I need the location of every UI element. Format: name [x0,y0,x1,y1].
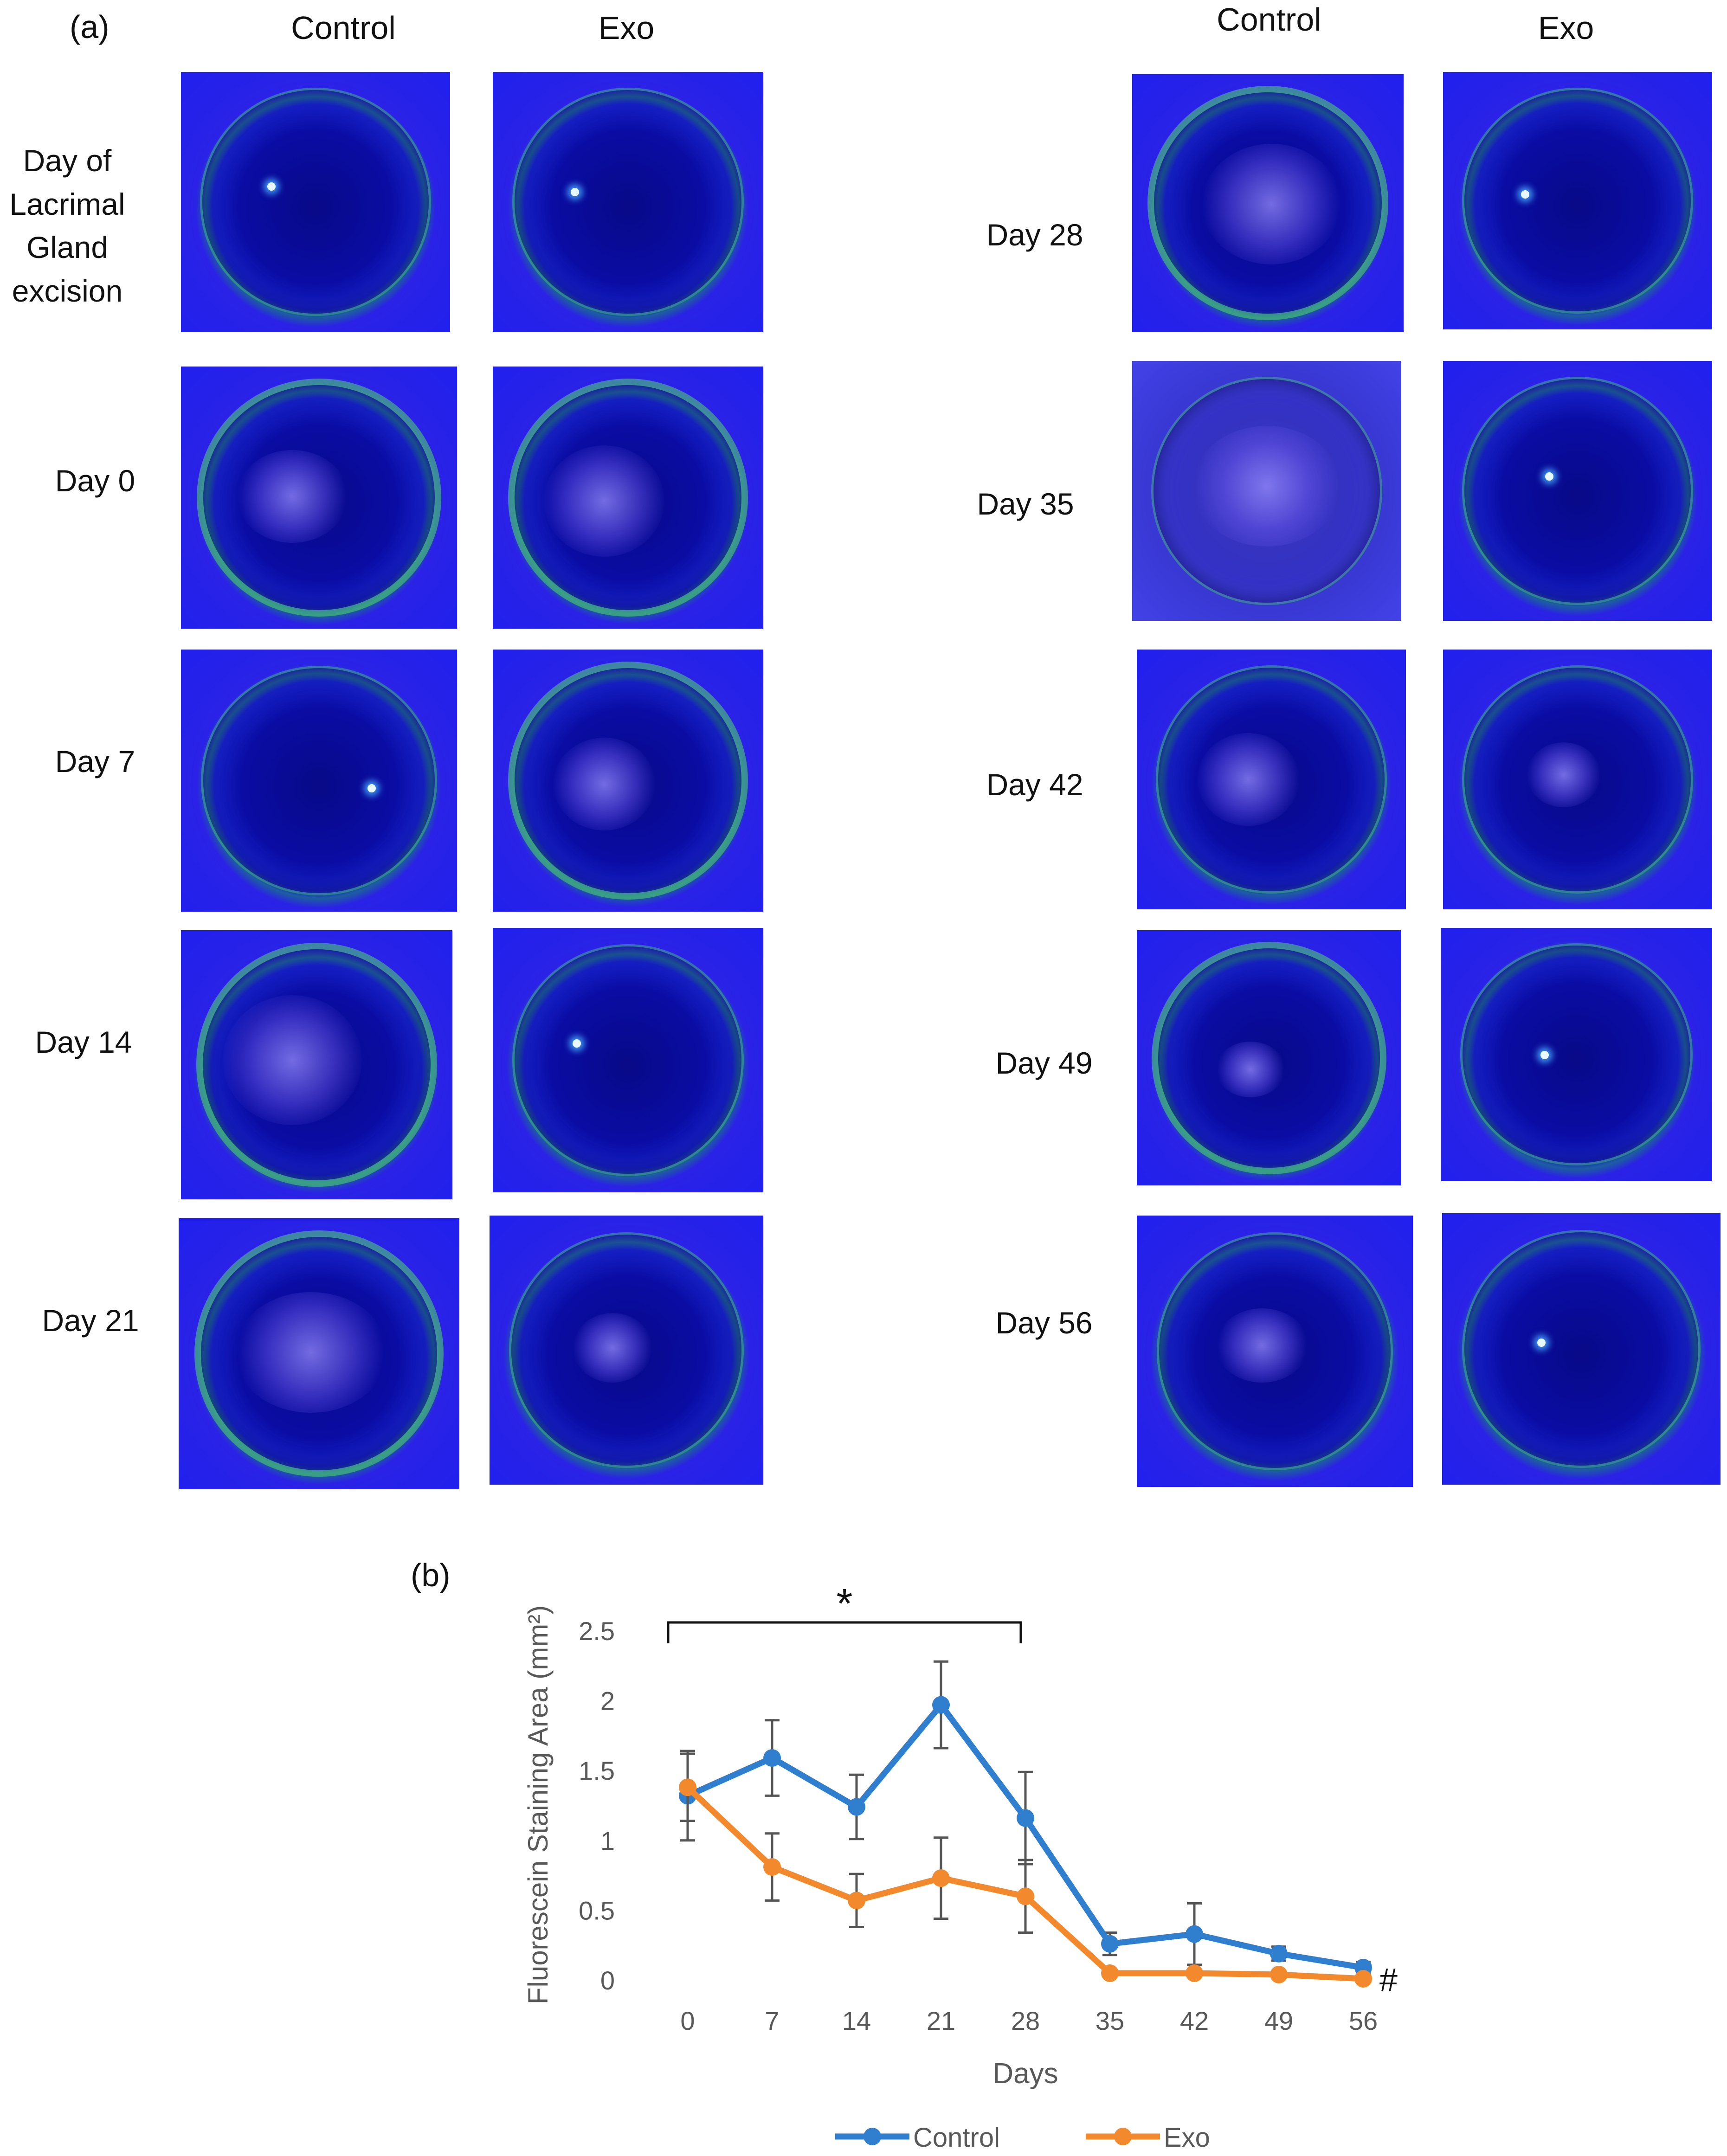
y-tick-label: 0 [600,1966,615,1995]
y-axis-title: Fluorescein Staining Area (mm²) [522,1605,554,2004]
row-label-day-7: Day 7 [55,744,135,779]
panel-a-label: (a) [70,9,110,45]
eye-image-control-day-49 [1137,930,1401,1185]
x-tick-label: 28 [1011,2006,1040,2035]
eye-image-exo-day-0 [493,367,763,629]
data-point-exo [1186,1964,1203,1982]
eye-image-control-day-21 [179,1218,459,1489]
row-label-day-56: Day 56 [995,1306,1093,1340]
column-header-control-right: Control [1217,1,1321,38]
data-point-exo [932,1869,950,1887]
x-tick-label: 21 [927,2006,955,2035]
data-point-control [932,1696,950,1714]
row-label-day-42: Day 42 [986,767,1083,802]
x-tick-label: 35 [1095,2006,1124,2035]
data-point-exo [1354,1969,1372,1988]
legend-marker [864,2128,881,2145]
y-tick-label: 0.5 [579,1896,615,1925]
eye-image-control-day-14 [181,930,452,1199]
row-label-day-0: Day 0 [55,463,135,498]
data-point-exo [679,1778,696,1796]
row-label-day-28: Day 28 [986,218,1083,252]
row-label-day-21: Day 21 [42,1303,139,1338]
column-header-control-left: Control [291,10,396,46]
significance-bracket [667,1621,1022,1643]
eye-image-exo-day-42 [1443,650,1712,909]
data-point-control [848,1798,865,1816]
y-tick-label: 2 [600,1686,615,1716]
data-point-exo [848,1892,865,1910]
data-point-control [763,1749,781,1767]
data-point-control [1186,1925,1203,1943]
eye-image-control-day-35 [1132,361,1401,621]
eye-image-exo-excision [493,72,763,332]
data-point-control [1270,1944,1288,1963]
y-tick-label: 1 [600,1826,615,1855]
panel-b-label: (b) [411,1557,451,1593]
x-tick-label: 7 [765,2006,779,2035]
row-label-excision: Day of Lacrimal Gland excision [9,143,125,309]
legend-item-control: Control [835,2123,1000,2153]
x-tick-label: 49 [1264,2006,1293,2035]
data-point-exo [763,1858,781,1876]
eye-image-exo-day-35 [1443,361,1712,621]
legend-marker [1114,2128,1132,2145]
x-axis-title: Days [992,2058,1058,2090]
eye-image-control-day-7 [181,650,457,912]
data-point-exo [1270,1965,1288,1983]
eye-image-exo-day-28 [1443,72,1712,329]
row-label-day-14: Day 14 [35,1025,132,1059]
eye-image-control-day-28 [1132,74,1404,332]
legend-label: Control [913,2123,1000,2153]
row-label-day-49: Day 49 [995,1046,1093,1080]
data-point-exo [1017,1887,1034,1905]
data-point-exo [1101,1964,1119,1982]
eye-image-exo-day-7 [493,650,763,912]
legend-item-exo: Exo [1086,2123,1210,2153]
end-hash-mark: # [1379,1962,1398,1998]
y-tick-label: 2.5 [579,1616,615,1646]
legend-label: Exo [1164,2123,1210,2153]
eye-image-control-day-56 [1137,1216,1413,1487]
eye-image-exo-day-49 [1441,928,1712,1181]
eye-image-control-day-42 [1137,650,1406,909]
row-label-day-35: Day 35 [977,487,1074,521]
x-tick-label: 0 [680,2006,695,2035]
column-header-exo-right: Exo [1538,10,1594,46]
eye-image-control-excision [181,72,450,332]
x-tick-label: 14 [842,2006,871,2035]
y-tick-label: 1.5 [579,1756,615,1785]
data-point-control [1101,1935,1119,1953]
significance-asterisk: * [836,1581,852,1627]
column-header-exo-left: Exo [598,10,655,46]
x-tick-label: 42 [1180,2006,1209,2035]
eye-image-exo-day-21 [490,1216,763,1485]
data-point-control [1017,1809,1034,1827]
eye-image-control-day-0 [181,367,457,629]
x-tick-label: 56 [1349,2006,1378,2035]
eye-image-exo-day-14 [493,928,763,1192]
eye-image-exo-day-56 [1442,1213,1721,1485]
